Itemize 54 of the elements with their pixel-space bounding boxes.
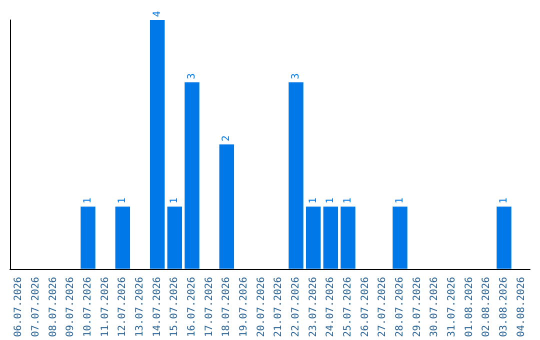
x-tick-label: 27.07.2026 xyxy=(377,276,388,338)
bar xyxy=(184,82,200,269)
x-tick-label: 19.07.2026 xyxy=(238,276,250,338)
x-tick-label: 20.07.2026 xyxy=(256,276,267,338)
x-tick-label: 11.07.2026 xyxy=(100,276,111,338)
x-tick-label: 01.08.2026 xyxy=(464,276,475,338)
bar xyxy=(323,206,338,269)
data-label: 1 xyxy=(169,198,180,204)
data-label: 1 xyxy=(82,198,94,204)
x-tick-label: 23.07.2026 xyxy=(308,276,319,338)
x-tick-label: 12.07.2026 xyxy=(117,276,128,338)
x-tick-label: 15.07.2026 xyxy=(169,276,180,338)
x-tick-label: 24.07.2026 xyxy=(325,276,336,338)
x-tick-label: 18.07.2026 xyxy=(221,276,232,338)
x-tick-label: 31.07.2026 xyxy=(446,276,458,338)
x-tick-label: 25.07.2026 xyxy=(342,276,354,338)
data-label: 1 xyxy=(117,198,128,204)
bar xyxy=(340,206,356,269)
x-tick-label: 09.07.2026 xyxy=(65,276,76,338)
x-tick-label: 02.08.2026 xyxy=(481,276,492,338)
x-tick-label: 07.07.2026 xyxy=(30,276,42,338)
data-label: 2 xyxy=(221,135,232,142)
bar xyxy=(150,20,165,269)
x-tick-label: 30.07.2026 xyxy=(429,276,440,338)
data-label: 1 xyxy=(394,198,406,204)
x-tick-label: 29.07.2026 xyxy=(412,276,423,338)
data-label: 4 xyxy=(152,10,163,17)
bar xyxy=(496,206,512,269)
x-tick-label: 26.07.2026 xyxy=(360,276,371,338)
x-tick-label: 03.08.2026 xyxy=(498,276,510,338)
x-tick-label: 21.07.2026 xyxy=(273,276,284,338)
x-tick-label: 28.07.2026 xyxy=(394,276,406,338)
bar xyxy=(115,206,130,269)
x-tick-label: 16.07.2026 xyxy=(186,276,198,338)
data-label: 1 xyxy=(325,198,336,204)
bar xyxy=(80,206,96,269)
data-label: 1 xyxy=(342,198,354,204)
x-tick-label: 17.07.2026 xyxy=(204,276,215,338)
bar xyxy=(167,206,182,269)
x-tick-label: 14.07.2026 xyxy=(152,276,163,338)
x-tick-label: 06.07.2026 xyxy=(13,276,24,338)
x-tick-label: 22.07.2026 xyxy=(290,276,302,338)
bar xyxy=(219,144,234,269)
x-tick-label: 08.07.2026 xyxy=(48,276,59,338)
data-label: 3 xyxy=(290,73,302,80)
data-label: 1 xyxy=(308,198,319,204)
bar xyxy=(392,206,408,269)
data-label: 1 xyxy=(498,198,510,204)
x-tick-label: 10.07.2026 xyxy=(82,276,94,338)
data-label: 3 xyxy=(186,73,198,80)
x-tick-label: 13.07.2026 xyxy=(134,276,146,338)
x-tick-label: 04.08.2026 xyxy=(516,276,527,338)
bar xyxy=(306,206,321,269)
bar xyxy=(288,82,304,269)
